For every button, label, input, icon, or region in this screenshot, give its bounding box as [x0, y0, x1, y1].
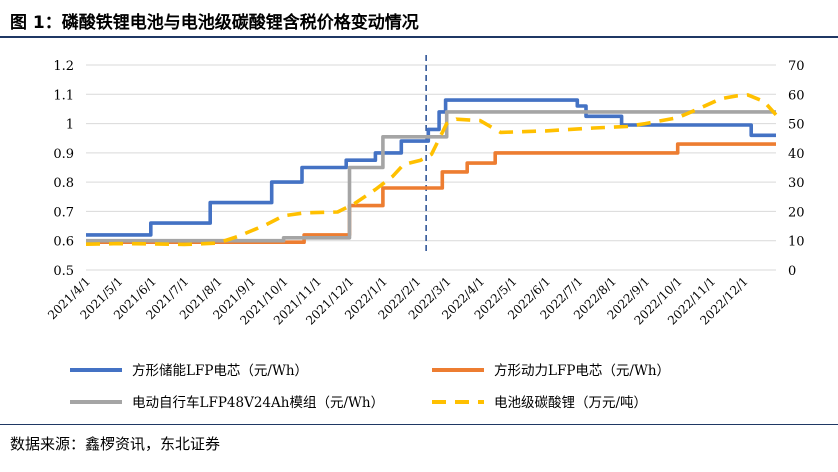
y-left-tick-label: 0.6 [53, 235, 74, 250]
y-right-tick-label: 70 [788, 59, 805, 74]
series-line [86, 98, 776, 237]
y-left-tick-label: 1.2 [53, 59, 74, 74]
y-left-tick-label: 1 [66, 118, 74, 133]
figure-title: 图 1：磷酸铁锂电池与电池级碳酸锂含税价格变动情况 [10, 13, 419, 33]
y-left-tick-label: 0.7 [53, 205, 74, 220]
source-rule [0, 424, 838, 425]
y-right-tick-label: 60 [788, 88, 805, 103]
y-right-tick-label: 40 [788, 147, 805, 162]
y-right-tick-label: 20 [788, 205, 805, 220]
y-left-tick-label: 1.1 [53, 88, 74, 103]
series-line [86, 142, 776, 244]
y-left-tick-label: 0.5 [53, 264, 74, 279]
y-right-tick-label: 10 [788, 235, 805, 250]
y-left-tick-label: 0.9 [53, 147, 74, 162]
legend-label: 电池级碳酸锂（万元/吨） [494, 395, 647, 411]
chart-area: 0.50.60.70.80.911.11.2010203040506070202… [45, 55, 805, 411]
y-right-tick-label: 50 [788, 118, 805, 133]
y-right-tick-label: 30 [788, 176, 805, 191]
y-left-tick-label: 0.8 [53, 176, 74, 191]
legend-label: 方形动力LFP电芯（元/Wh） [494, 363, 670, 379]
data-source: 数据来源：鑫椤资讯，东北证券 [10, 435, 221, 453]
series-line [85, 93, 778, 247]
y-right-tick-label: 0 [788, 264, 796, 279]
legend-label: 方形储能LFP电芯（元/Wh） [132, 363, 308, 379]
legend-label: 电动自行车LFP48V24Ah模组（元/Wh） [132, 394, 384, 411]
title-rule [0, 36, 838, 38]
